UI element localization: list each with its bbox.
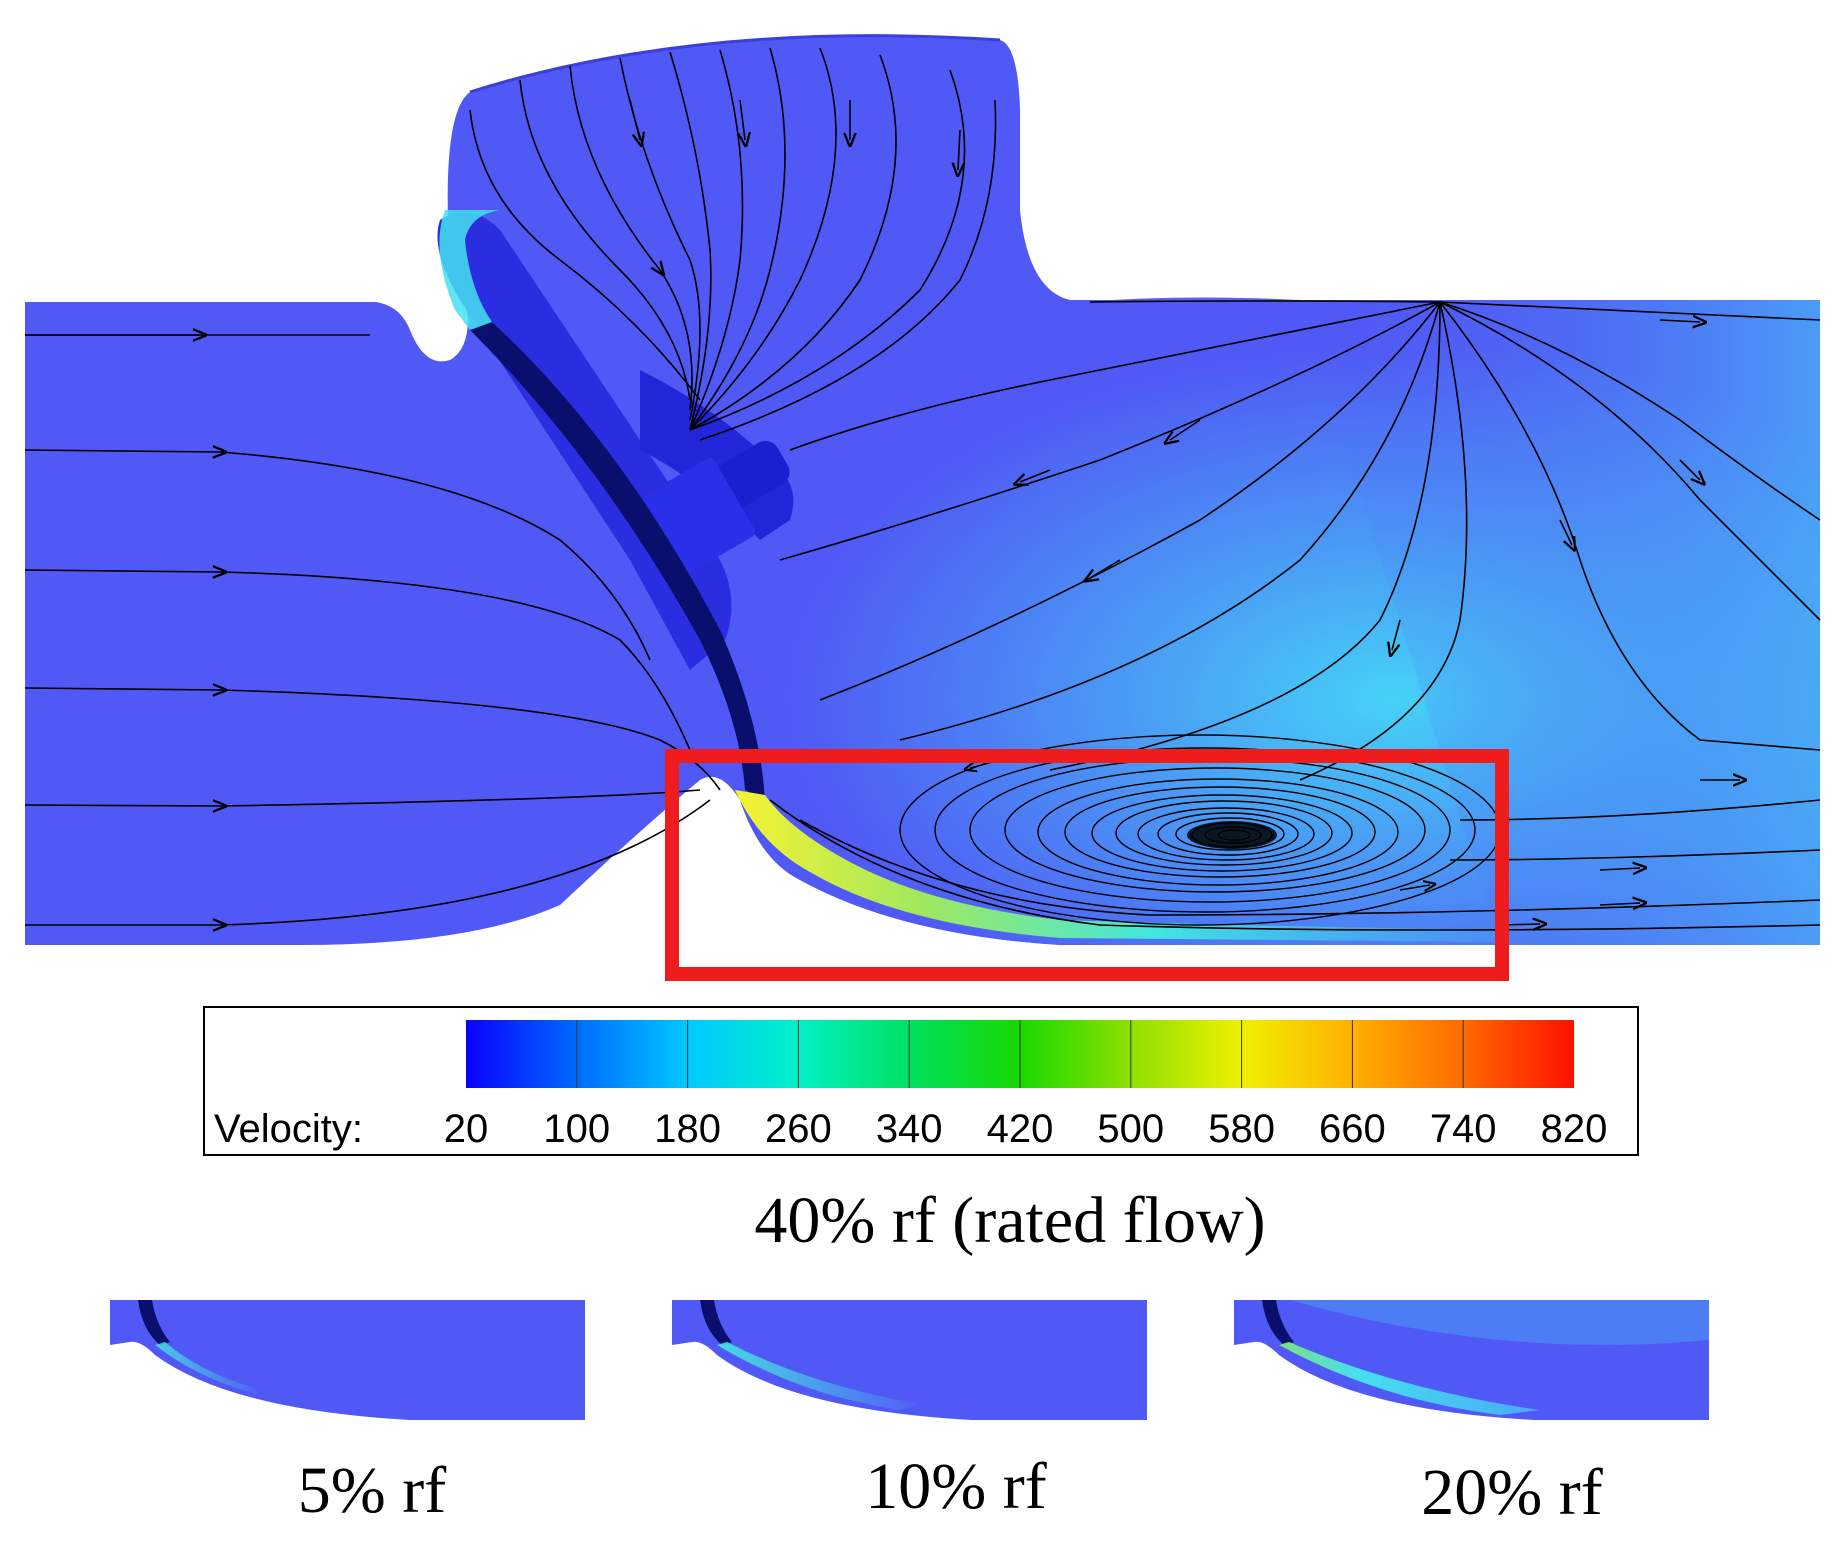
- velocity-field-right: [1300, 300, 1820, 945]
- small-panel-5: 5% rf: [110, 1300, 585, 1527]
- colorbar-tick-label: 500: [1097, 1107, 1164, 1151]
- vortex-core: [1187, 821, 1277, 849]
- bonnet-inner-wall: [469, 34, 1001, 94]
- hinge-block: [645, 458, 755, 572]
- colorbar-tick-label: 820: [1541, 1107, 1608, 1151]
- colorbar-tick-label: 340: [876, 1107, 943, 1151]
- colorbar-tick-label: 180: [654, 1107, 721, 1151]
- colorbar-label: Velocity:: [214, 1107, 363, 1151]
- main-caption: 40% rf (rated flow): [754, 1184, 1265, 1257]
- streamlines: [24, 47, 1821, 930]
- colorbar-ticks: 20 100 180 260 340 420 500 580 660 740 820: [444, 1107, 1608, 1151]
- colorbar-tick-label: 740: [1430, 1107, 1497, 1151]
- colorbar-tick-label: 260: [765, 1107, 832, 1151]
- colorbar-legend: Velocity: 20 100 180 260 340 420 500 580 660 740 8…: [203, 1006, 1639, 1156]
- disc-edge-jet: [439, 210, 500, 330]
- wall-jet: [735, 790, 1500, 942]
- small-panel-10: 10% rf: [672, 1300, 1147, 1523]
- small-panel-20: 20% rf: [1234, 1300, 1709, 1529]
- colorbar-tick-label: 20: [444, 1107, 489, 1151]
- main-flow-panel: [24, 34, 1821, 981]
- colorbar-tick-label: 100: [543, 1107, 610, 1151]
- colorbar-swatches: [466, 1020, 1574, 1088]
- colorbar-tick-label: 660: [1319, 1107, 1386, 1151]
- colorbar-tick-label: 580: [1208, 1107, 1275, 1151]
- small-caption-20: 20% rf: [1421, 1456, 1602, 1529]
- highlight-box: [665, 749, 1509, 981]
- small-caption-5: 5% rf: [298, 1454, 446, 1527]
- small-caption-10: 10% rf: [865, 1450, 1046, 1523]
- colorbar-tick-label: 420: [987, 1107, 1054, 1151]
